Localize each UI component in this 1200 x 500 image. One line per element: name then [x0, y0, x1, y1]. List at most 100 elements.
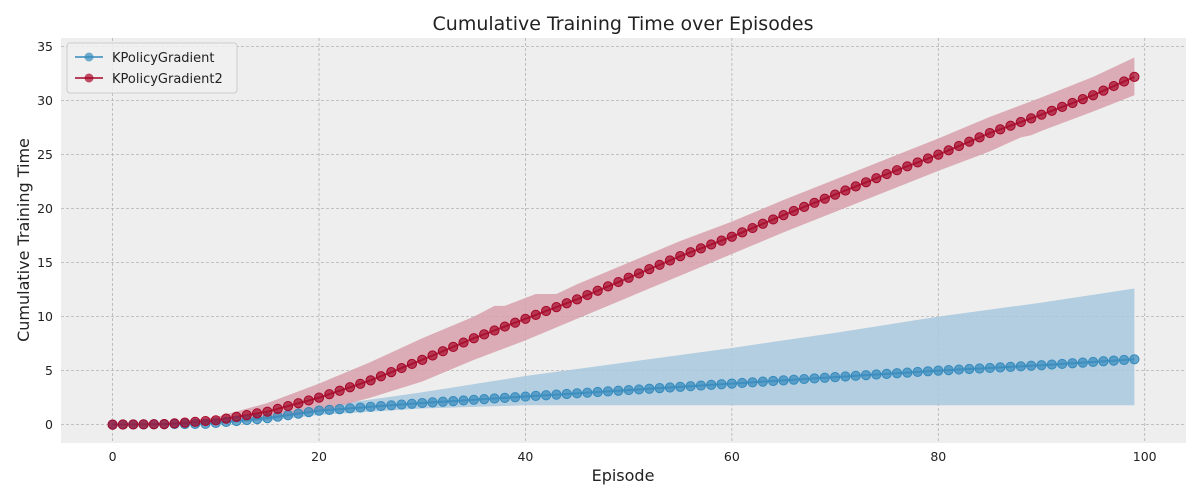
point-kpolicygradient2: [530, 309, 541, 321]
point-kpolicygradient2: [520, 313, 531, 324]
point-kpolicygradient2: [1036, 109, 1047, 120]
point-kpolicygradient2: [406, 358, 418, 370]
point-kpolicygradient2: [602, 281, 614, 292]
point-kpolicygradient: [1088, 356, 1099, 368]
point-kpolicygradient2: [1077, 94, 1088, 105]
point-kpolicygradient2: [809, 197, 820, 208]
point-kpolicygradient2: [190, 416, 201, 427]
point-kpolicygradient: [613, 385, 624, 396]
point-kpolicygradient2: [313, 392, 325, 403]
point-kpolicygradient: [995, 362, 1006, 373]
y-tick-label: 20: [37, 201, 53, 216]
x-tick-label: 60: [724, 449, 740, 464]
point-kpolicygradient: [324, 404, 335, 415]
point-kpolicygradient: [592, 386, 603, 398]
x-tick-label: 0: [109, 449, 117, 464]
y-tick-label: 0: [45, 417, 53, 432]
point-kpolicygradient2: [675, 251, 686, 262]
point-kpolicygradient: [1108, 355, 1119, 366]
point-kpolicygradient: [726, 378, 737, 389]
legend-label-kpolicygradient: KPolicyGradient: [112, 51, 215, 66]
point-kpolicygradient2: [510, 317, 521, 328]
point-kpolicygradient: [943, 365, 954, 376]
x-tick-label: 80: [930, 449, 946, 464]
point-kpolicygradient2: [540, 305, 552, 317]
point-kpolicygradient2: [334, 385, 345, 396]
point-kpolicygradient2: [633, 268, 645, 279]
y-tick-label: 35: [37, 39, 53, 54]
point-kpolicygradient: [675, 381, 686, 392]
point-kpolicygradient: [922, 366, 934, 377]
point-kpolicygradient2: [468, 333, 479, 344]
point-kpolicygradient2: [1118, 76, 1130, 87]
point-kpolicygradient2: [613, 276, 624, 288]
point-kpolicygradient2: [788, 205, 799, 217]
point-kpolicygradient: [974, 363, 985, 374]
point-kpolicygradient2: [396, 362, 407, 374]
confidence-bands: [112, 57, 1135, 425]
point-kpolicygradient: [499, 392, 510, 403]
point-kpolicygradient: [551, 389, 562, 400]
point-kpolicygradient: [1026, 360, 1037, 371]
point-kpolicygradient: [809, 373, 820, 384]
point-kpolicygradient2: [706, 239, 717, 250]
point-kpolicygradient: [737, 377, 748, 389]
point-kpolicygradient2: [1088, 90, 1099, 101]
point-kpolicygradient2: [427, 350, 438, 361]
point-kpolicygradient: [933, 365, 944, 376]
point-kpolicygradient: [396, 399, 407, 410]
point-kpolicygradient2: [737, 227, 748, 238]
point-kpolicygradient: [644, 383, 655, 394]
point-kpolicygradient2: [148, 419, 159, 430]
point-kpolicygradient: [437, 396, 448, 407]
point-kpolicygradient: [953, 364, 965, 375]
point-kpolicygradient2: [757, 218, 768, 229]
line-kpolicygradient: [112, 358, 1135, 426]
point-kpolicygradient2: [964, 136, 975, 147]
point-kpolicygradient: [448, 395, 459, 407]
grid: [61, 38, 1186, 443]
point-kpolicygradient: [685, 381, 696, 392]
point-kpolicygradient: [788, 374, 799, 385]
point-kpolicygradient2: [799, 201, 810, 213]
point-kpolicygradient: [1067, 358, 1078, 369]
point-kpolicygradient2: [974, 132, 985, 143]
point-kpolicygradient2: [943, 145, 954, 156]
point-kpolicygradient2: [489, 325, 500, 336]
point-kpolicygradient: [829, 372, 841, 383]
point-kpolicygradient2: [1026, 113, 1037, 124]
point-kpolicygradient: [1015, 361, 1026, 372]
point-kpolicygradient2: [561, 298, 572, 309]
point-kpolicygradient2: [592, 285, 603, 296]
point-kpolicygradient: [695, 380, 707, 391]
point-kpolicygradient2: [1046, 105, 1057, 116]
point-kpolicygradient: [510, 392, 521, 403]
point-kpolicygradient: [902, 367, 913, 378]
point-kpolicygradient: [799, 373, 810, 385]
point-kpolicygradient2: [726, 231, 737, 242]
point-kpolicygradient: [706, 379, 717, 390]
point-kpolicygradient2: [448, 341, 459, 352]
point-kpolicygradient2: [623, 272, 634, 283]
point-kpolicygradient: [633, 384, 645, 395]
point-kpolicygradient2: [293, 398, 304, 409]
y-axis-label: Cumulative Training Time: [14, 138, 33, 342]
point-kpolicygradient: [375, 400, 387, 412]
point-kpolicygradient: [881, 368, 892, 379]
point-kpolicygradient2: [344, 382, 356, 393]
point-kpolicygradient2: [200, 415, 211, 427]
point-kpolicygradient: [964, 363, 975, 375]
point-kpolicygradient2: [829, 189, 841, 200]
point-kpolicygradient2: [210, 415, 221, 426]
point-kpolicygradient: [757, 376, 768, 387]
point-kpolicygradient: [654, 383, 665, 394]
point-kpolicygradient: [530, 390, 541, 402]
point-kpolicygradient: [984, 362, 995, 374]
y-tick-label: 30: [37, 93, 53, 108]
point-kpolicygradient2: [685, 247, 696, 258]
point-kpolicygradient2: [1098, 85, 1109, 96]
point-kpolicygradient2: [128, 419, 139, 430]
point-kpolicygradient: [1036, 360, 1047, 371]
point-kpolicygradient: [406, 398, 418, 409]
point-kpolicygradient: [1098, 356, 1109, 367]
